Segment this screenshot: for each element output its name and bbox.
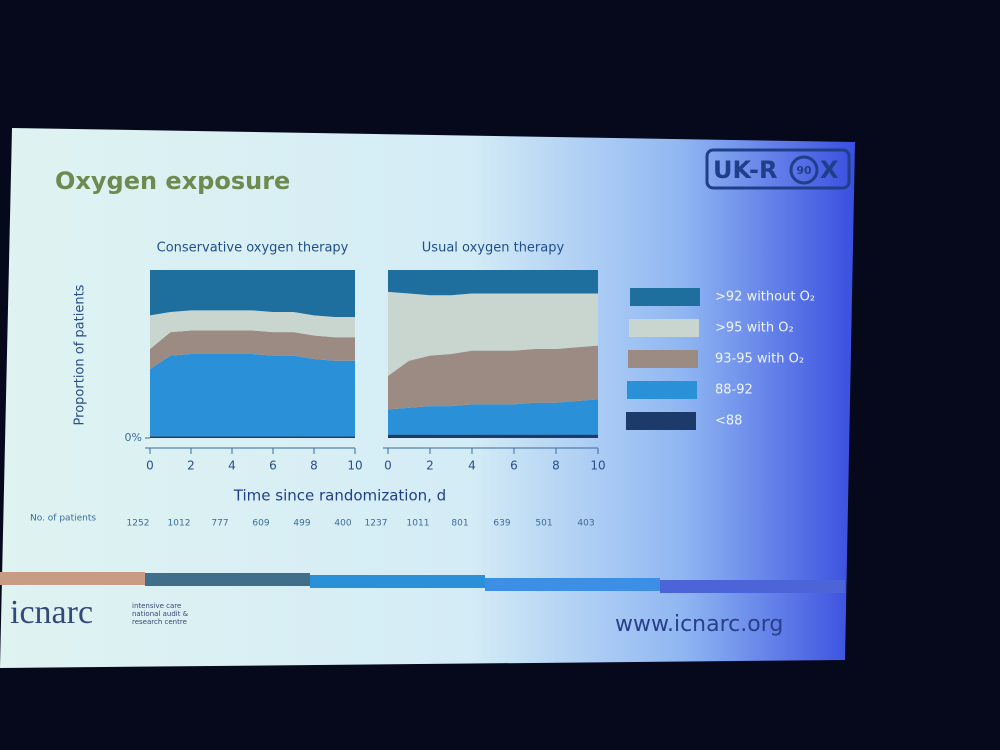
- footer-tagline-box: intensive care national audit & research…: [132, 602, 189, 626]
- legend-label: 88-92: [715, 383, 753, 398]
- patient-count: 639: [493, 519, 510, 529]
- x-tick-label: 0: [146, 459, 154, 473]
- x-tick-label: 2: [187, 459, 195, 473]
- x-tick-label: 8: [552, 459, 560, 473]
- legend-label: <88: [715, 414, 742, 429]
- patient-count: 609: [252, 519, 269, 529]
- slide-title: Oxygen exposure: [55, 167, 290, 195]
- area: [150, 354, 355, 437]
- x-tick-label: 10: [347, 459, 362, 473]
- legend-swatch: [629, 319, 699, 337]
- legend-swatch: [626, 412, 696, 430]
- legend-swatch: [627, 381, 697, 399]
- patient-count: 1011: [407, 519, 430, 529]
- area: [150, 270, 355, 318]
- area: [388, 434, 598, 438]
- legend-swatch: [630, 288, 700, 306]
- patient-count: 501: [535, 519, 552, 529]
- legend-label: 93-95 with O₂: [715, 352, 804, 367]
- chart-title: Usual oxygen therapy: [422, 241, 565, 256]
- patient-count: 777: [211, 519, 228, 529]
- x-tick-label: 4: [228, 459, 236, 473]
- area: [150, 436, 355, 438]
- footer-brand: icnarc: [10, 594, 93, 631]
- footer-tagline: intensive care national audit & research…: [132, 602, 189, 626]
- y-axis-label: Proportion of patients: [73, 284, 88, 425]
- chart-title: Conservative oxygen therapy: [157, 241, 349, 256]
- logo-text: UK-R: [713, 156, 777, 184]
- x-axis-label: Time since randomization, d: [233, 487, 446, 505]
- footer-band: [0, 572, 145, 585]
- legend-label: >95 with O₂: [715, 321, 794, 336]
- x-tick-label: 4: [468, 459, 476, 473]
- patient-count: 1252: [127, 519, 150, 529]
- footer-band: [485, 578, 660, 591]
- patient-count: 400: [334, 519, 351, 529]
- area: [388, 399, 598, 435]
- x-tick-label: 2: [426, 459, 434, 473]
- footer-band: [145, 573, 310, 586]
- footer-band: [310, 575, 485, 588]
- x-tick-label: 10: [590, 459, 605, 473]
- y-tick-label: 0%: [125, 431, 142, 444]
- footer-url: www.icnarc.org: [615, 612, 783, 637]
- patients-label: No. of patients: [30, 514, 96, 524]
- patient-count: 801: [451, 519, 468, 529]
- x-tick-label: 8: [310, 459, 318, 473]
- x-tick-label: 6: [269, 459, 277, 473]
- logo-text: 90: [796, 164, 812, 177]
- legend-swatch: [628, 350, 698, 368]
- area: [388, 270, 598, 296]
- x-tick-label: 0: [384, 459, 392, 473]
- logo-box: [705, 148, 851, 190]
- footer-band: [660, 580, 845, 593]
- logo-text: X: [820, 156, 839, 184]
- patient-count: 1012: [168, 519, 191, 529]
- area: [150, 330, 355, 370]
- area: [150, 310, 355, 349]
- legend-label: >92 without O₂: [715, 290, 815, 305]
- patient-count: 403: [577, 519, 594, 529]
- patient-count: 499: [293, 519, 310, 529]
- area: [388, 291, 598, 376]
- x-tick-label: 6: [510, 459, 518, 473]
- logo-circle: [789, 155, 819, 185]
- area: [388, 345, 598, 410]
- patient-count: 1237: [365, 519, 388, 529]
